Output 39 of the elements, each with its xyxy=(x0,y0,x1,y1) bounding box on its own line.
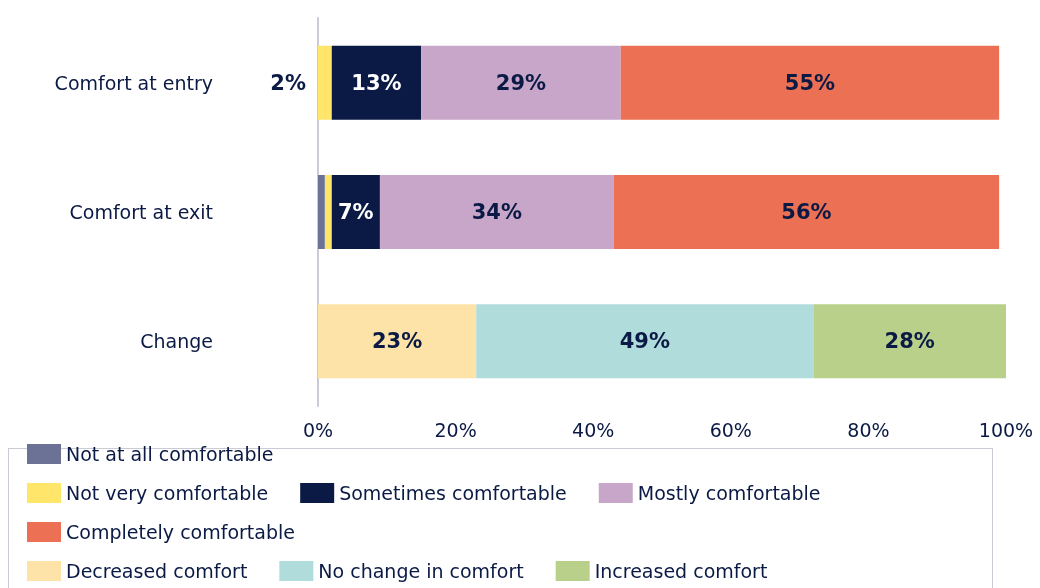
bar xyxy=(620,45,1000,120)
legend-label: Sometimes comfortable xyxy=(339,482,567,504)
x-tick-label: 20% xyxy=(434,418,477,441)
legend-label: Not at all comfortable xyxy=(66,443,274,465)
data-label: 49% xyxy=(619,329,670,354)
data-label: 34% xyxy=(471,200,523,224)
bar xyxy=(613,175,1000,249)
bar xyxy=(318,304,477,379)
y-tick-label: Comfort at exit xyxy=(69,201,213,223)
bar xyxy=(331,175,380,249)
bar xyxy=(331,45,422,120)
data-label: 56% xyxy=(781,200,832,224)
data-label: 7% xyxy=(338,200,374,224)
bar xyxy=(421,45,621,120)
legend-label: Mostly comfortable xyxy=(637,482,821,504)
bar xyxy=(379,175,614,249)
data-label: 23% xyxy=(371,329,423,354)
legend-label: Increased comfort xyxy=(594,560,768,582)
x-tick-label: 0% xyxy=(302,418,334,441)
data-label: 55% xyxy=(784,70,836,95)
bar xyxy=(318,175,325,249)
y-tick-label: Comfort at entry xyxy=(54,71,213,94)
bar xyxy=(324,175,332,249)
data-label: 29% xyxy=(495,70,547,95)
legend-label: No change in comfort xyxy=(318,560,524,582)
x-tick-label: 80% xyxy=(847,418,890,441)
data-label: 28% xyxy=(884,329,935,354)
y-tick-label: Change xyxy=(140,330,213,353)
legend-label: Completely comfortable xyxy=(66,521,295,543)
bar xyxy=(476,304,814,379)
data-label: 2% xyxy=(270,70,306,95)
x-tick-label: 60% xyxy=(709,418,752,441)
x-tick-label: 40% xyxy=(572,418,615,441)
data-label: 13% xyxy=(351,70,402,95)
legend-label: Not very comfortable xyxy=(66,482,269,504)
x-tick-label: 100% xyxy=(978,418,1034,441)
legend-label: Decreased comfort xyxy=(66,560,248,582)
bar xyxy=(318,45,332,120)
bar xyxy=(813,304,1006,379)
